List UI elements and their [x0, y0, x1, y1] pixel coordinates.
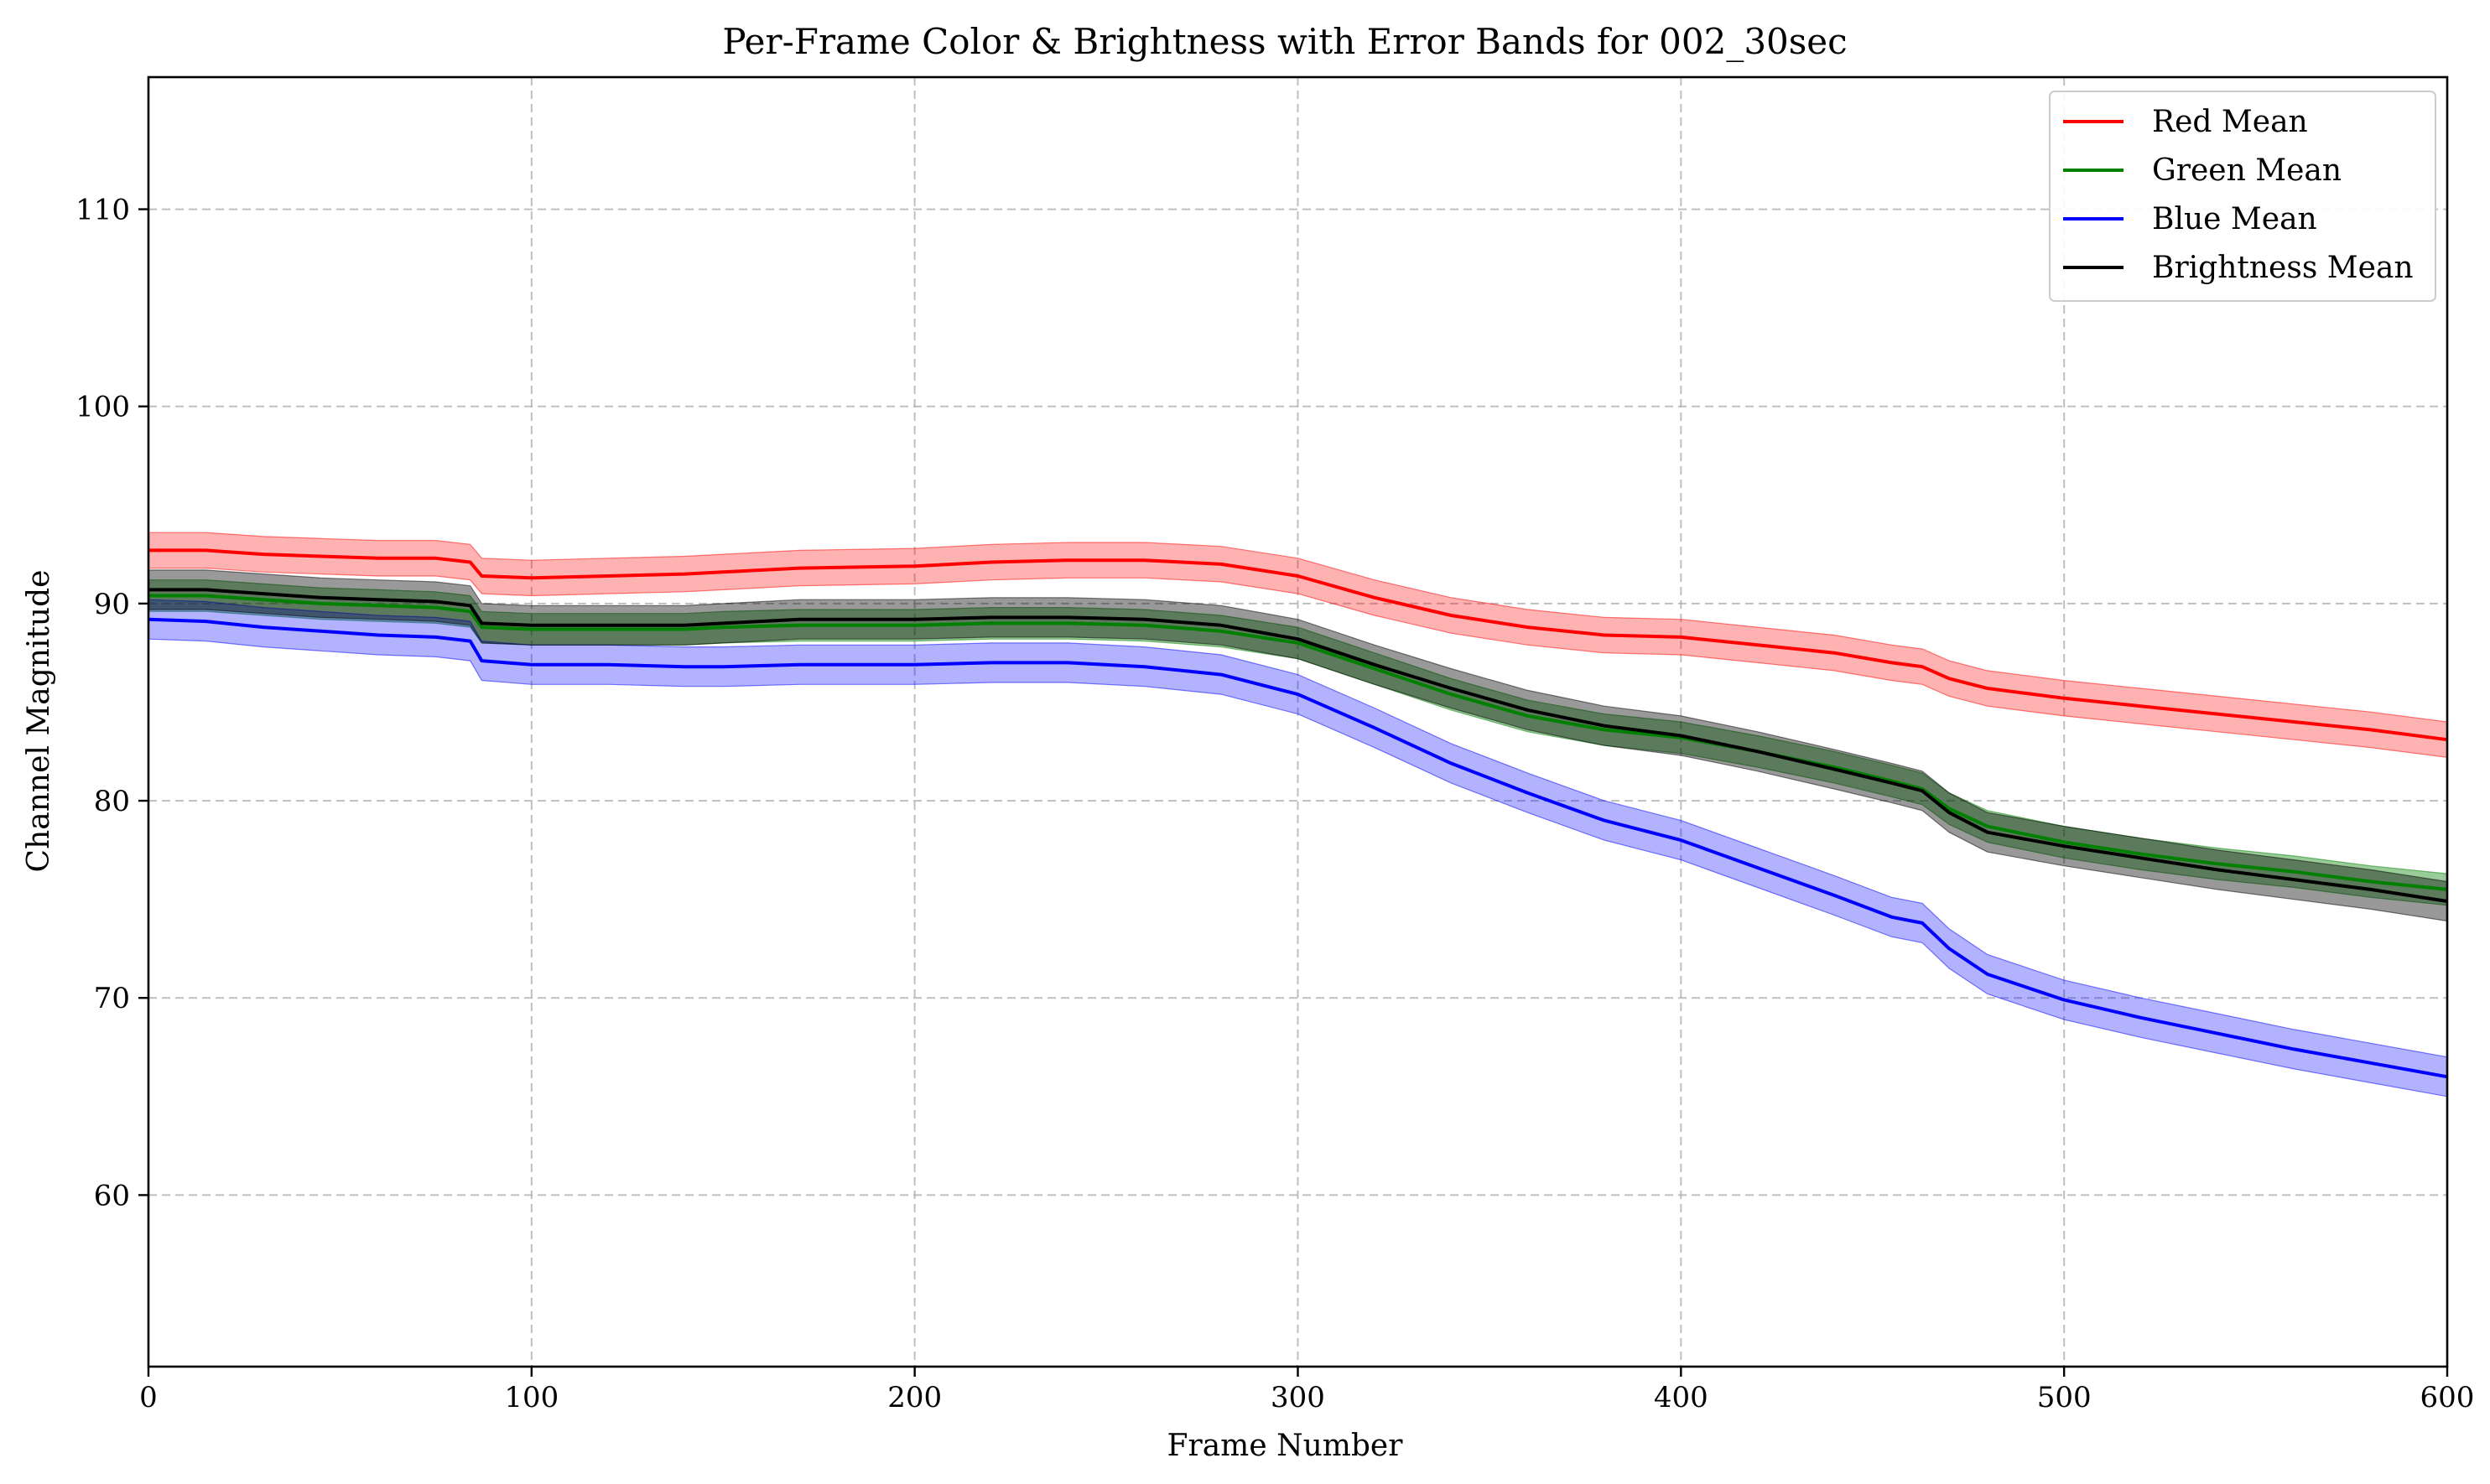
y-tick-label: 100: [75, 391, 130, 424]
legend-label-red-mean: Red Mean: [2152, 105, 2308, 139]
x-tick-label: 0: [139, 1381, 158, 1414]
y-tick-label: 70: [94, 982, 130, 1015]
x-tick-label: 400: [1654, 1381, 1708, 1414]
grid: [148, 77, 2447, 1367]
y-tick-label: 110: [75, 194, 130, 227]
x-tick-label: 100: [504, 1381, 559, 1414]
x-axis-label: Frame Number: [1167, 1429, 1404, 1463]
chart-title: Per-Frame Color & Brightness with Error …: [722, 21, 1847, 62]
legend-label-brightness-mean: Brightness Mean: [2152, 251, 2414, 285]
x-tick-label: 200: [887, 1381, 942, 1414]
green-mean-line: [148, 594, 2448, 891]
y-tick-label: 80: [94, 785, 130, 818]
legend-label-blue-mean: Blue Mean: [2152, 202, 2317, 236]
blue-mean-line: [148, 617, 2448, 1079]
y-tick-label: 90: [94, 588, 130, 621]
axis-ticks: 0 100 200 300 400 500 600 60 70 80 90 100 110: [75, 194, 2474, 1414]
legend: Red Mean Green Mean Blue Mean Brightness Me…: [2049, 91, 2436, 302]
legend-box: [2049, 91, 2436, 302]
legend-label-green-mean: Green Mean: [2152, 153, 2342, 188]
series-lines: [148, 548, 2448, 1079]
brightness-mean-line: [148, 588, 2448, 903]
x-tick-label: 300: [1271, 1381, 1325, 1414]
y-tick-label: 60: [94, 1179, 130, 1212]
y-axis-label: Channel Magnitude: [22, 570, 56, 873]
x-tick-label: 500: [2037, 1381, 2092, 1414]
x-tick-label: 600: [2420, 1381, 2475, 1414]
red-mean-line: [148, 548, 2448, 742]
